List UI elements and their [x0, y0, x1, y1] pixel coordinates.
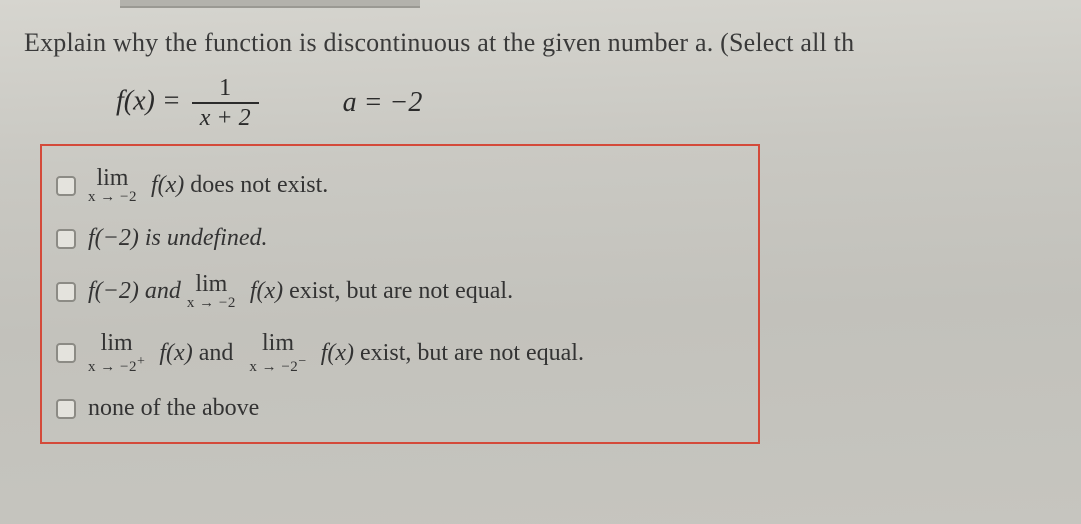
fx: f(x): [250, 278, 283, 305]
option-5-text: none of the above: [88, 395, 259, 422]
checkbox-2[interactable]: [56, 229, 76, 249]
fraction-denominator: x + 2: [192, 102, 259, 130]
formula-group: f(x) = 1 x + 2: [116, 76, 263, 130]
checkbox-4[interactable]: [56, 343, 76, 363]
fraction-numerator: 1: [213, 76, 237, 102]
formula-fraction: 1 x + 2: [192, 76, 259, 130]
lead-text: f(−2) and: [88, 278, 181, 305]
lim-sup: −: [298, 354, 306, 369]
option-2: f(−2) is undefined.: [52, 215, 744, 262]
option-5: none of the above: [52, 385, 744, 432]
worksheet-page: Explain why the function is discontinuou…: [0, 0, 1081, 524]
lim-bot: x → −2−: [249, 355, 306, 375]
lim-bot: x → −2: [187, 296, 236, 311]
limit-expr: lim x → −2: [88, 166, 137, 205]
function-definition: f(x) = 1 x + 2 a = −2: [20, 76, 1081, 130]
option-4-text: lim x → −2+ f(x) and lim x → −2− f(x) ex…: [88, 331, 584, 375]
option-4: lim x → −2+ f(x) and lim x → −2− f(x) ex…: [52, 321, 744, 385]
limit-expr-left: lim x → −2+: [88, 331, 145, 375]
lim-top: lim: [262, 331, 294, 355]
top-ui-fragment: [120, 0, 420, 8]
text: none of the above: [88, 395, 259, 422]
a-value: a = −2: [343, 87, 423, 119]
lim-bot: x → −2+: [88, 355, 145, 375]
checkbox-5[interactable]: [56, 399, 76, 419]
checkbox-3[interactable]: [56, 282, 76, 302]
option-2-text: f(−2) is undefined.: [88, 225, 268, 252]
text: f(−2) is undefined.: [88, 225, 268, 252]
tail-text: exist, but are not equal.: [360, 340, 584, 367]
lim-bot-base: x → −2: [88, 359, 137, 375]
limit-expr: lim x → −2: [187, 272, 236, 311]
lim-top: lim: [195, 272, 227, 296]
formula-lhs: f(x) =: [116, 85, 181, 116]
checkbox-1[interactable]: [56, 176, 76, 196]
lim-bot: x → −2: [88, 190, 137, 205]
lim-sup: +: [137, 354, 145, 369]
limit-expr-right: lim x → −2−: [249, 331, 306, 375]
tail-text: exist, but are not equal.: [289, 278, 513, 305]
fx-right: f(x): [321, 340, 354, 367]
option-1-text: lim x → −2 f(x) does not exist.: [88, 166, 328, 205]
question-prompt: Explain why the function is discontinuou…: [20, 20, 1081, 76]
fx-left: f(x): [159, 340, 192, 367]
lim-top: lim: [96, 166, 128, 190]
option-3-text: f(−2) and lim x → −2 f(x) exist, but are…: [88, 272, 513, 311]
option-3: f(−2) and lim x → −2 f(x) exist, but are…: [52, 262, 744, 321]
lim-bot-base: x → −2: [249, 359, 298, 375]
fx: f(x): [151, 172, 184, 199]
lim-top: lim: [101, 331, 133, 355]
tail-text: does not exist.: [190, 172, 328, 199]
mid-text: and: [199, 340, 234, 367]
option-1: lim x → −2 f(x) does not exist.: [52, 156, 744, 215]
answer-options-box: lim x → −2 f(x) does not exist. f(−2) is…: [40, 144, 760, 444]
